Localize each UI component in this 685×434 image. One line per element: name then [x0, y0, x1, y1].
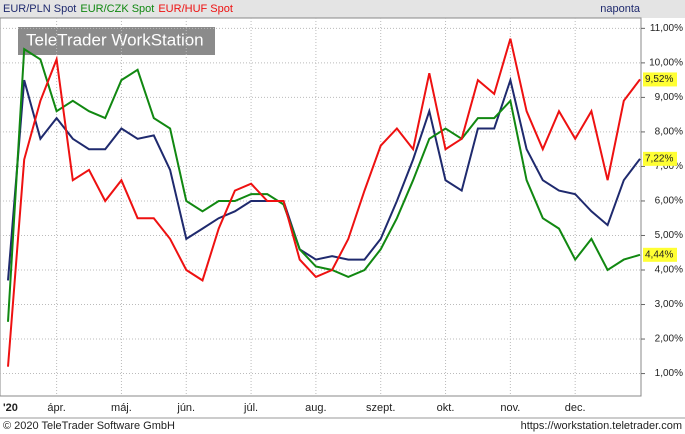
header-period: naponta	[600, 3, 641, 15]
y-tick-label: 3,00%	[655, 299, 683, 310]
end-label-box	[643, 72, 677, 87]
x-tick-label: júl.	[243, 402, 258, 414]
x-tick-label: máj.	[111, 402, 132, 414]
y-tick-label: 9,00%	[655, 92, 683, 103]
watermark: TeleTrader WorkStation	[26, 30, 204, 49]
plot-area	[0, 17, 642, 397]
end-label-box	[643, 151, 677, 166]
y-tick-label: 6,00%	[655, 196, 683, 207]
y-tick-label: 11,00%	[650, 23, 683, 34]
y-tick-label: 5,00%	[655, 230, 683, 241]
x-tick-label: okt.	[437, 402, 455, 414]
header-bar	[0, 0, 685, 18]
legend-entry: EUR/HUF Spot	[158, 3, 233, 15]
end-label: 4,44%	[645, 249, 673, 260]
y-tick-label: 10,00%	[649, 58, 683, 69]
x-tick-label: jún.	[176, 402, 195, 414]
legend-entry: EUR/CZK Spot	[80, 3, 154, 15]
legend-entry: EUR/PLN Spot	[3, 3, 76, 15]
end-label-box	[643, 247, 677, 262]
footer-copyright: © 2020 TeleTrader Software GmbH	[3, 420, 175, 432]
end-label: 7,22%	[645, 153, 673, 164]
x-tick-label: ápr.	[47, 402, 65, 414]
watermark-box	[18, 27, 215, 55]
series-line	[7, 47, 641, 322]
y-tick-label: 2,00%	[655, 334, 683, 345]
series-line	[7, 76, 641, 281]
x-tick-label: nov.	[500, 402, 520, 414]
x-tick-label: '20	[3, 402, 18, 414]
x-tick-label: aug.	[305, 402, 326, 414]
y-tick-label: 7,00%	[655, 161, 683, 172]
end-label: 9,52%	[645, 74, 673, 85]
x-tick-label: dec.	[565, 402, 586, 414]
y-tick-label: 8,00%	[655, 127, 683, 138]
x-tick-label: szept.	[366, 402, 395, 414]
y-tick-label: 1,00%	[655, 368, 683, 379]
footer-url: https://workstation.teletrader.com	[521, 420, 682, 432]
y-tick-label: 4,00%	[655, 265, 683, 276]
series-line	[7, 38, 641, 367]
